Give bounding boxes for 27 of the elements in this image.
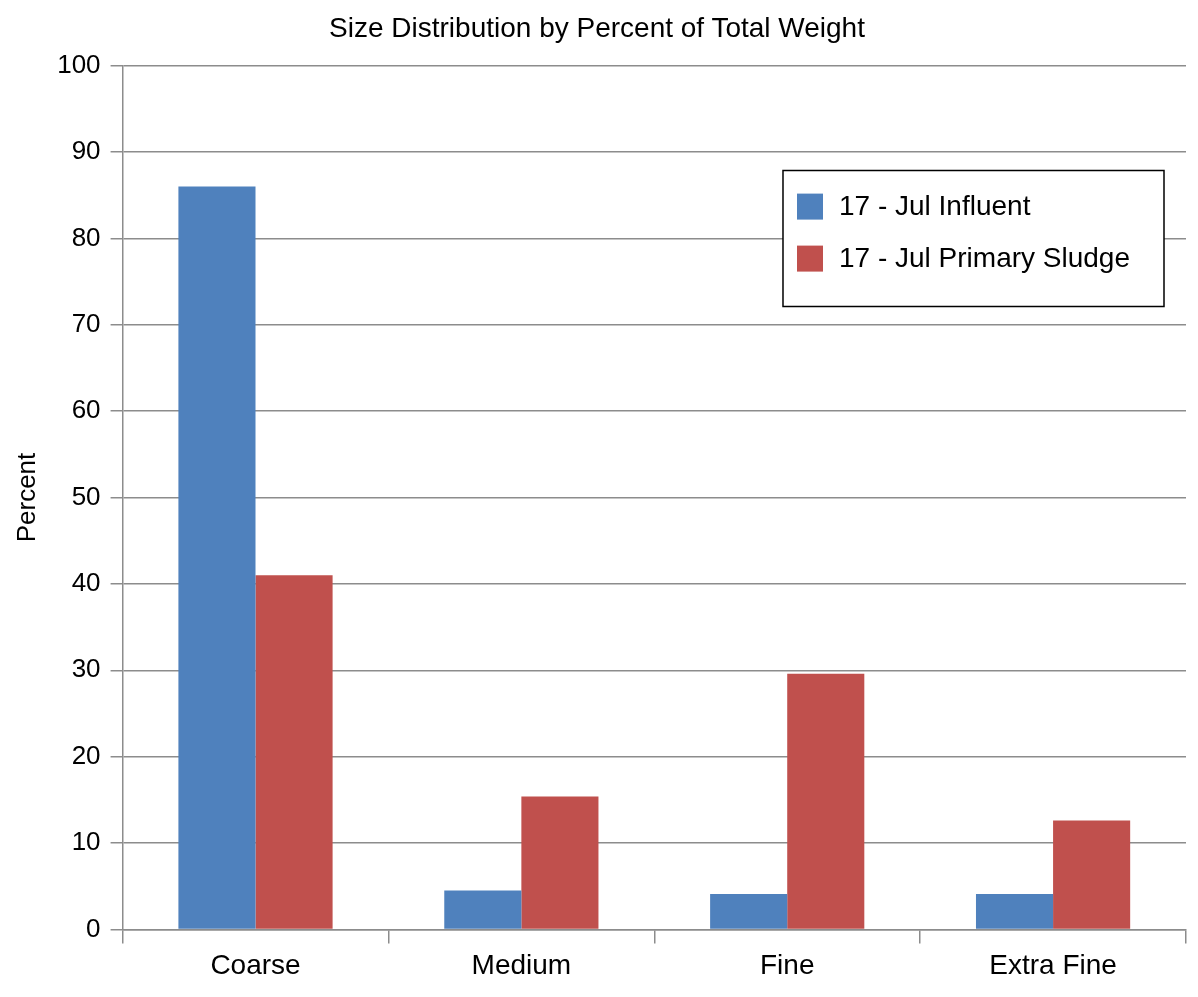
y-tick-label: 40 (71, 567, 101, 598)
bar (521, 796, 599, 929)
y-tick-label: 70 (71, 307, 101, 338)
y-tick-label: 100 (57, 48, 101, 79)
chart-title: Size Distribution by Percent of Total Weight (329, 11, 866, 43)
y-tick-label: 50 (71, 480, 101, 511)
bar (710, 893, 788, 929)
y-tick-label: 60 (71, 394, 101, 425)
y-tick-label: 10 (71, 826, 101, 857)
x-tick-label: Fine (759, 948, 815, 980)
y-axis-title: Percent (10, 451, 41, 543)
bar (787, 673, 865, 929)
legend-label: 17 - Jul Influent (838, 190, 1031, 222)
bar (178, 186, 256, 929)
x-tick-label: Medium (471, 948, 572, 980)
bar (444, 890, 522, 929)
bar (1053, 820, 1131, 929)
y-tick-label: 0 (86, 912, 101, 943)
y-tick-label: 90 (71, 135, 101, 166)
legend-label: 17 - Jul Primary Sludge (838, 242, 1131, 274)
bar (975, 893, 1054, 929)
y-tick-label: 30 (71, 653, 101, 684)
x-tick-label: Coarse (210, 948, 301, 980)
y-tick-label: 20 (71, 739, 101, 770)
y-tick-label: 80 (71, 221, 101, 252)
x-tick-label: Extra Fine (989, 948, 1117, 980)
bar (255, 575, 333, 929)
